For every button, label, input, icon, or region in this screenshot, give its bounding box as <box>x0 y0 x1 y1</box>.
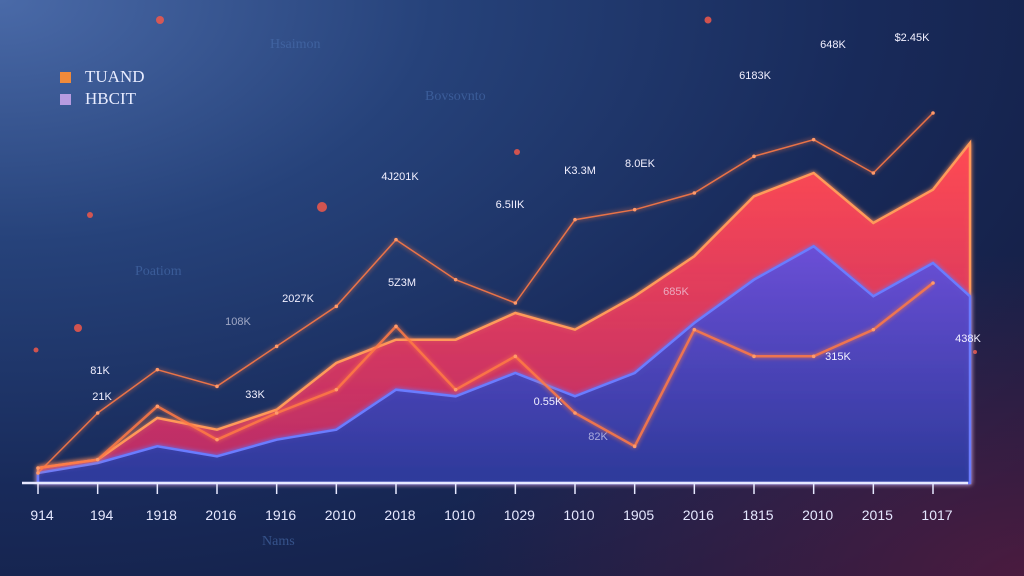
data-label: 6.5IIK <box>496 199 525 211</box>
legend-item: HBCIT <box>60 88 145 110</box>
line-point <box>513 354 518 359</box>
x-tick-label: 2016 <box>205 507 236 523</box>
decor-dot <box>317 202 327 212</box>
line-point <box>692 327 697 332</box>
x-tick-label: 1017 <box>921 507 952 523</box>
data-label: 6183K <box>739 70 771 82</box>
line-point <box>274 344 279 349</box>
line-point <box>513 301 518 305</box>
legend: TUAND HBCIT <box>60 66 145 110</box>
x-tick-label: 1010 <box>563 507 594 523</box>
line-point <box>95 411 100 415</box>
x-tick-label: 194 <box>90 507 114 523</box>
decor-dot <box>973 350 977 354</box>
legend-swatch <box>60 93 71 105</box>
background-label: Bovsovnto <box>425 89 486 104</box>
line-point <box>453 387 458 392</box>
data-label: 81K <box>90 365 110 377</box>
line-point <box>871 171 876 175</box>
data-label: 8.0EK <box>625 158 656 170</box>
line-point <box>334 387 339 392</box>
decor-dot <box>33 347 39 353</box>
line-point <box>155 404 160 409</box>
x-tick-label: 1905 <box>623 507 654 523</box>
x-tick-label: 2016 <box>683 507 714 523</box>
background-label: Poatiom <box>135 264 182 279</box>
line-point <box>394 324 398 329</box>
line-point <box>632 207 637 212</box>
x-tick-label: 1918 <box>146 507 177 523</box>
line-point <box>811 354 816 359</box>
decor-dot <box>74 324 82 332</box>
data-label: 438K <box>955 333 981 345</box>
line-point <box>453 277 458 282</box>
line-point <box>394 237 398 242</box>
data-label: K3.3M <box>564 165 596 177</box>
line-point <box>692 191 697 195</box>
data-label: 2027K <box>282 293 314 305</box>
x-tick-label: 1815 <box>742 507 773 523</box>
line-point <box>931 111 935 115</box>
line-point <box>632 444 637 449</box>
x-tick-label: 1010 <box>444 507 475 523</box>
data-label: 648K <box>820 39 846 51</box>
background-label: Nams <box>262 534 295 549</box>
line-point <box>334 304 339 309</box>
legend-item: TUAND <box>60 66 145 88</box>
x-tick-label: 2018 <box>384 507 415 523</box>
line-point <box>752 354 756 359</box>
line-point <box>274 411 279 415</box>
legend-label: HBCIT <box>85 89 136 108</box>
background-label: Hsaimon <box>270 37 321 52</box>
data-label: $2.45K <box>895 32 931 44</box>
x-tick-label: 2010 <box>325 507 356 523</box>
line-series-1 <box>37 112 934 474</box>
data-label: 685K <box>663 286 689 298</box>
decor-dot <box>704 16 712 24</box>
decor-dot <box>87 212 93 218</box>
line-point <box>811 137 816 142</box>
x-tick-label: 2010 <box>802 507 833 523</box>
data-label: 5Z3M <box>388 277 416 289</box>
data-label: 82K <box>588 431 608 443</box>
data-label: 0.55K <box>534 396 563 408</box>
line-point <box>155 367 160 372</box>
data-label: 4J201K <box>381 171 419 183</box>
line-point <box>573 217 577 222</box>
line-point <box>573 411 577 415</box>
x-tick-label: 1916 <box>265 507 296 523</box>
data-label: 33K <box>245 389 265 401</box>
x-tick-label: 2015 <box>862 507 893 523</box>
line-point <box>215 384 219 389</box>
line-point <box>36 471 40 475</box>
line-point <box>36 466 40 470</box>
legend-swatch <box>60 71 71 83</box>
data-label: 108K <box>225 316 251 328</box>
x-tick-label: 914 <box>30 507 54 523</box>
data-label: 315K <box>825 351 851 363</box>
line-series-2 <box>37 282 934 470</box>
line-point <box>871 327 876 332</box>
line-point <box>95 457 100 462</box>
line-point <box>931 281 935 285</box>
data-label: 21K <box>92 391 112 403</box>
x-tick-label: 1029 <box>504 507 535 523</box>
decor-dot <box>514 149 520 155</box>
legend-label: TUAND <box>85 67 145 86</box>
line-point <box>752 154 756 159</box>
decor-dot <box>156 16 164 24</box>
line-point <box>215 437 219 442</box>
